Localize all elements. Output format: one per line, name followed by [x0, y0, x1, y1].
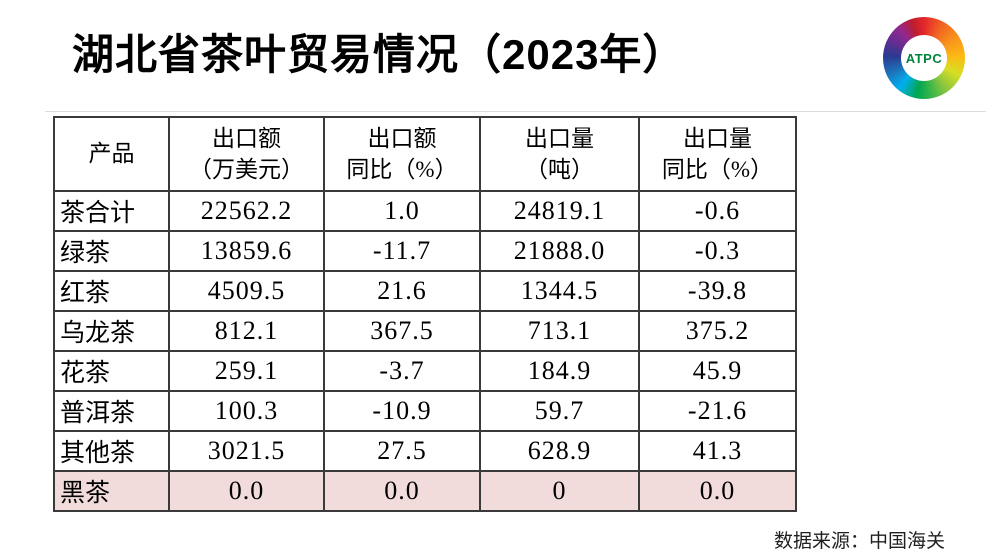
export-volume-cell: 0 [479, 470, 640, 512]
export-value-cell: 22562.2 [168, 190, 325, 232]
volume-yoy-cell: 375.2 [638, 310, 797, 352]
table-row: 绿茶 13859.6 -11.7 21888.0 -0.3 [53, 230, 797, 272]
atpc-logo-label: ATPC [905, 50, 943, 66]
product-cell: 黑茶 [53, 470, 170, 512]
table-header: 产品 出口额 （万美元） 出口额 同比（%） 出口量 （吨） 出口量 同比（%） [53, 116, 797, 192]
volume-yoy-cell: 41.3 [638, 430, 797, 472]
column-header-product: 产品 [53, 116, 170, 192]
column-header-export-value: 出口额 （万美元） [168, 116, 325, 192]
value-yoy-cell: 27.5 [323, 430, 481, 472]
export-volume-cell: 1344.5 [479, 270, 640, 312]
value-yoy-cell: 1.0 [323, 190, 481, 232]
export-volume-cell: 184.9 [479, 350, 640, 392]
table-body: 茶合计 22562.2 1.0 24819.1 -0.6 绿茶 13859.6 -11.7 21… [53, 190, 797, 512]
atpc-logo-icon: ATPC [883, 17, 965, 99]
content-divider-line [45, 111, 986, 112]
export-value-cell: 0.0 [168, 470, 325, 512]
data-source-note: 数据来源：中国海关 [774, 531, 946, 552]
page-title: 湖北省茶叶贸易情况（2023年） [72, 31, 686, 78]
value-yoy-cell: -11.7 [323, 230, 481, 272]
export-value-cell: 3021.5 [168, 430, 325, 472]
export-volume-cell: 21888.0 [479, 230, 640, 272]
export-value-cell: 4509.5 [168, 270, 325, 312]
volume-yoy-cell: 45.9 [638, 350, 797, 392]
product-cell: 茶合计 [53, 190, 170, 232]
export-volume-cell: 24819.1 [479, 190, 640, 232]
tea-trade-table: 产品 出口额 （万美元） 出口额 同比（%） 出口量 （吨） 出口量 同比（%）… [53, 116, 797, 512]
product-cell: 红茶 [53, 270, 170, 312]
atpc-logo-center: ATPC [901, 35, 947, 81]
column-header-export-volume: 出口量 （吨） [479, 116, 640, 192]
value-yoy-cell: 367.5 [323, 310, 481, 352]
export-value-cell: 812.1 [168, 310, 325, 352]
export-volume-cell: 59.7 [479, 390, 640, 432]
export-value-cell: 13859.6 [168, 230, 325, 272]
table-row: 红茶 4509.5 21.6 1344.5 -39.8 [53, 270, 797, 312]
table-header-row: 产品 出口额 （万美元） 出口额 同比（%） 出口量 （吨） 出口量 同比（%） [53, 116, 797, 192]
export-value-cell: 100.3 [168, 390, 325, 432]
table-row: 茶合计 22562.2 1.0 24819.1 -0.6 [53, 190, 797, 232]
product-cell: 绿茶 [53, 230, 170, 272]
product-cell: 乌龙茶 [53, 310, 170, 352]
volume-yoy-cell: -39.8 [638, 270, 797, 312]
table-row: 黑茶 0.0 0.0 0 0.0 [53, 470, 797, 512]
product-cell: 普洱茶 [53, 390, 170, 432]
column-header-volume-yoy: 出口量 同比（%） [638, 116, 797, 192]
volume-yoy-cell: 0.0 [638, 470, 797, 512]
value-yoy-cell: -3.7 [323, 350, 481, 392]
volume-yoy-cell: -0.3 [638, 230, 797, 272]
volume-yoy-cell: -0.6 [638, 190, 797, 232]
volume-yoy-cell: -21.6 [638, 390, 797, 432]
table-row: 其他茶 3021.5 27.5 628.9 41.3 [53, 430, 797, 472]
product-cell: 花茶 [53, 350, 170, 392]
value-yoy-cell: 21.6 [323, 270, 481, 312]
table-row: 乌龙茶 812.1 367.5 713.1 375.2 [53, 310, 797, 352]
value-yoy-cell: -10.9 [323, 390, 481, 432]
table-row: 花茶 259.1 -3.7 184.9 45.9 [53, 350, 797, 392]
export-volume-cell: 713.1 [479, 310, 640, 352]
export-volume-cell: 628.9 [479, 430, 640, 472]
column-header-value-yoy: 出口额 同比（%） [323, 116, 481, 192]
table-row: 普洱茶 100.3 -10.9 59.7 -21.6 [53, 390, 797, 432]
value-yoy-cell: 0.0 [323, 470, 481, 512]
export-value-cell: 259.1 [168, 350, 325, 392]
product-cell: 其他茶 [53, 430, 170, 472]
